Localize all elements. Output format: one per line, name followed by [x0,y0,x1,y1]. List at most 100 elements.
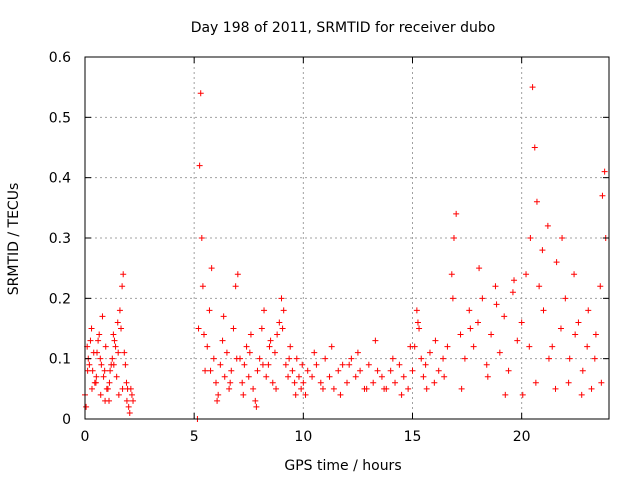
data-point [213,379,219,386]
data-point [407,343,414,350]
data-point [106,379,113,386]
data-point [230,325,237,332]
data-point [467,325,474,332]
data-point [102,397,109,404]
data-point [502,391,509,398]
data-point [488,331,495,338]
data-point [130,397,137,404]
data-point [357,367,364,374]
data-point [220,313,227,320]
data-point [562,295,569,302]
data-point [536,283,543,290]
data-point [267,337,274,344]
data-point [282,361,289,368]
data-point [374,367,381,374]
data-point [440,355,447,362]
data-point [302,391,309,398]
data-point [372,337,379,344]
data-point [119,283,126,290]
data-point [396,361,403,368]
data-point [266,343,273,350]
data-point [313,361,320,368]
data-point [579,367,586,374]
data-point [110,331,117,338]
data-point [435,367,442,374]
data-point [552,385,559,392]
data-point [221,373,228,380]
data-point [392,379,399,386]
data-point [599,192,606,199]
data-point [559,235,566,241]
data-point [449,295,456,302]
data-point [98,361,105,368]
data-point [400,373,407,380]
data-point [526,343,533,350]
data-point [378,373,385,380]
data-point [572,331,579,338]
data-point [416,325,423,332]
data-point [259,361,266,368]
data-point [114,319,121,326]
data-point [348,355,355,362]
data-point [571,271,578,278]
data-point [269,379,276,386]
y-tick-label: 0.3 [49,231,71,247]
data-point [588,385,595,392]
x-tick-label: 5 [190,429,199,445]
data-point [483,361,490,368]
data-point [214,397,221,404]
data-point [519,391,526,398]
data-point [565,379,572,386]
data-point [533,198,540,205]
data-point [476,265,483,272]
data-point [453,210,460,217]
data-point [256,355,263,362]
data-point [241,361,248,368]
data-point [584,343,591,350]
data-point [88,325,95,332]
data-point [422,361,429,368]
data-point [207,367,214,374]
grid-lines [85,57,609,419]
data-point [575,319,582,326]
data-point [223,349,230,356]
data-point [96,331,103,338]
data-point [431,379,438,386]
data-point [409,367,416,374]
data-point [271,349,278,356]
data-point [87,337,94,344]
data-point [128,391,135,398]
data-point [254,367,261,374]
data-point [317,379,324,386]
data-point [544,222,551,229]
data-point [466,307,473,314]
data-point [309,373,316,380]
chart-title: Day 198 of 2011, SRMTID for receiver dub… [191,20,496,36]
data-point [240,391,247,398]
data-point [335,367,342,374]
data-point [458,385,465,392]
data-point [88,385,95,392]
data-point [287,343,294,350]
data-point [352,373,359,380]
y-tick-label: 0.2 [49,291,71,307]
data-point [457,331,464,338]
data-point [95,337,102,344]
data-point [496,349,503,356]
data-point [470,343,477,350]
data-point [261,307,268,314]
data-point [339,361,346,368]
data-point [492,283,499,290]
data-point [426,349,433,356]
data-point [493,301,500,308]
y-tick-label: 0.6 [49,50,71,66]
data-point [346,361,353,368]
data-point [215,391,222,398]
data-point [413,307,420,314]
data-point [330,385,337,392]
data-point [245,373,252,380]
data-point [104,385,111,392]
data-point [299,361,306,368]
data-point [289,367,296,374]
